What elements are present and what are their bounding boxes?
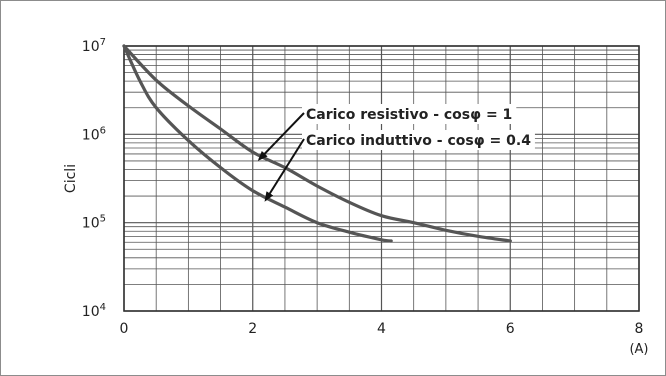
- x-tick-label: 8: [635, 321, 644, 337]
- annotation-label: Carico resistivo - cosφ = 1: [306, 107, 512, 123]
- x-tick-label: 4: [377, 321, 386, 337]
- y-tick-base: 10: [82, 127, 100, 143]
- y-tick-label: 106: [82, 125, 106, 143]
- plot-border: [123, 45, 640, 312]
- x-tick-label: 0: [120, 321, 129, 337]
- y-tick-exponent: 5: [100, 214, 106, 225]
- x-tick-label: 2: [248, 321, 257, 337]
- annotation-resistive: Carico resistivo - cosφ = 1: [257, 104, 517, 161]
- x-tick-label: 6: [506, 321, 515, 337]
- y-tick-base: 10: [82, 304, 100, 320]
- annotation-arrow: [257, 112, 305, 161]
- series-resistive-line: [122, 44, 512, 243]
- y-tick-label: 105: [82, 214, 106, 232]
- y-tick-label: 104: [82, 302, 106, 320]
- annotation-label: Carico induttivo - cosφ = 0.4: [306, 133, 531, 149]
- annotation-bg: [302, 104, 517, 124]
- y-tick-base: 10: [82, 39, 100, 55]
- annotation-bg: [302, 130, 535, 150]
- annotation-arrow: [264, 138, 305, 202]
- y-tick-exponent: 4: [100, 302, 106, 313]
- annotation-inductive: Carico induttivo - cosφ = 0.4: [264, 130, 535, 202]
- y-axis-label: Cicli: [63, 164, 79, 193]
- y-tick-exponent: 6: [100, 125, 106, 136]
- y-tick-base: 10: [82, 216, 100, 232]
- series-inductive-line: [122, 44, 393, 243]
- y-tick-label: 107: [82, 37, 106, 55]
- x-unit-label: (A): [629, 342, 648, 357]
- y-tick-exponent: 7: [100, 37, 106, 48]
